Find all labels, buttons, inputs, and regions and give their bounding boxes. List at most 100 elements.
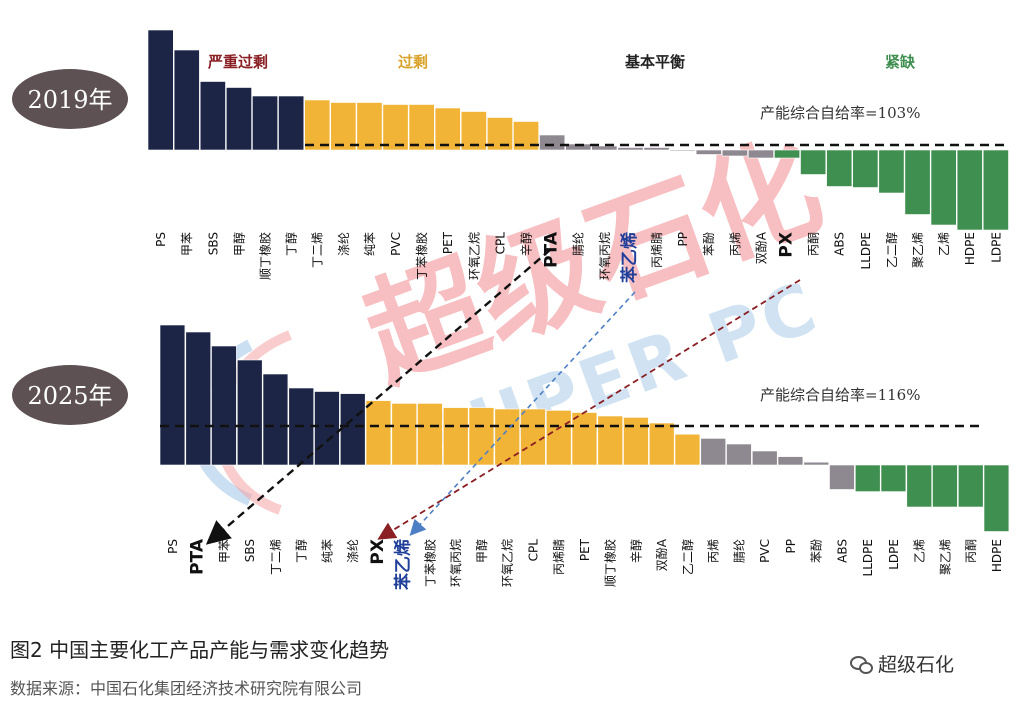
category-label: 丙烯 [728, 232, 742, 256]
category-label: CPL [493, 232, 507, 255]
bar [278, 95, 305, 151]
group-label: 严重过剩 [207, 53, 268, 71]
bar [237, 359, 263, 466]
category-label: SBS [243, 539, 257, 562]
category-label: PP [676, 232, 690, 246]
arrow-pta [205, 249, 551, 545]
bar [304, 99, 331, 151]
bar [674, 433, 701, 466]
category-label: PS [166, 539, 180, 554]
category-label: 辛醇 [519, 232, 534, 256]
bar [460, 111, 487, 151]
category-label: 苯酚 [810, 539, 824, 563]
group-label: 过剩 [398, 53, 428, 71]
bar [803, 461, 829, 466]
category-label: CPL [526, 539, 540, 562]
category-label: 乙烯 [913, 539, 927, 563]
category-label: LLDPE [859, 232, 873, 269]
bar [539, 134, 566, 151]
bar [520, 408, 546, 466]
category-label: 丁苯橡胶 [422, 539, 437, 587]
category-label: LDPE [989, 232, 1003, 263]
category-label: 环氧乙烷 [501, 539, 515, 587]
category-label: 丙烯腈 [650, 232, 664, 268]
bar [880, 464, 907, 492]
category-label: PP [784, 539, 798, 553]
category-label: PX [368, 539, 388, 565]
category-label: 乙二醇 [680, 539, 695, 575]
arrow-px [377, 279, 801, 540]
category-label: 丁二烯 [269, 539, 283, 575]
bar [365, 400, 392, 466]
bar [777, 456, 804, 466]
bar [747, 149, 774, 159]
year-label: 2025年 [27, 382, 112, 410]
group-label: 基本平衡 [624, 53, 685, 71]
category-label: 苯乙烯 [619, 232, 640, 284]
bar [721, 149, 748, 157]
data-source: 数据来源：中国石化集团经济技术研究院有限公司 [10, 679, 363, 698]
bar [330, 102, 357, 151]
category-label: 腈纶 [732, 539, 746, 563]
category-label: 乙烯 [937, 232, 951, 256]
category-label: LDPE [887, 539, 901, 570]
bar [226, 87, 252, 151]
bar [199, 81, 226, 151]
category-label: 环氧丙烷 [598, 232, 612, 280]
category-label: 丙烯 [707, 539, 721, 563]
category-label: 苯乙烯 [393, 539, 414, 591]
bar [468, 407, 495, 466]
bar [591, 145, 618, 151]
bar [571, 412, 598, 466]
bar [382, 104, 409, 151]
category-label: 涤纶 [337, 232, 351, 256]
brand-label: 超级石化 [850, 650, 954, 677]
bar [751, 450, 778, 466]
bar [252, 95, 278, 151]
bar [617, 147, 644, 151]
bar [957, 464, 984, 508]
self-sufficiency-rate: 产能综合自给率=116% [760, 386, 920, 404]
category-label: 乙二醇 [884, 232, 899, 268]
year-badge [12, 365, 128, 425]
category-label: 甲苯 [217, 539, 231, 563]
category-label: LLDPE [861, 539, 875, 576]
category-label: 丁苯橡胶 [414, 232, 429, 280]
category-label: PVC [758, 539, 772, 563]
year-label: 2019年 [27, 86, 112, 114]
group-label: 紧缺 [885, 53, 916, 71]
bar [930, 149, 957, 226]
category-label: ABS [835, 539, 849, 563]
bar [906, 464, 932, 508]
category-label: 环氧丙烷 [449, 539, 463, 587]
bar [982, 149, 1009, 231]
category-label: 纯苯 [320, 539, 334, 563]
category-label: 双酚A [754, 231, 768, 264]
bar [417, 403, 443, 466]
bar [878, 149, 905, 194]
category-label: 纯苯 [363, 232, 377, 256]
category-label: 甲醇 [231, 232, 246, 256]
category-label: 环氧乙烷 [467, 232, 481, 280]
category-label: SBS [206, 232, 220, 255]
bar [700, 438, 726, 466]
category-label: 顺丁橡胶 [257, 232, 272, 280]
bar [434, 107, 461, 151]
category-label: PTA [542, 231, 562, 268]
category-label: PET [441, 231, 455, 254]
category-label: 辛醇 [628, 539, 643, 563]
bar [669, 149, 696, 152]
bar [339, 393, 366, 466]
bar [211, 345, 237, 466]
bar [623, 417, 649, 466]
bar [173, 49, 200, 151]
category-label: 丁醇 [294, 539, 309, 563]
bar [288, 387, 314, 466]
bar [391, 403, 417, 466]
bar [648, 422, 675, 466]
category-label: ABS [833, 232, 847, 256]
category-label: 聚乙烯 [911, 232, 925, 268]
category-label: 丙烯腈 [552, 539, 566, 575]
